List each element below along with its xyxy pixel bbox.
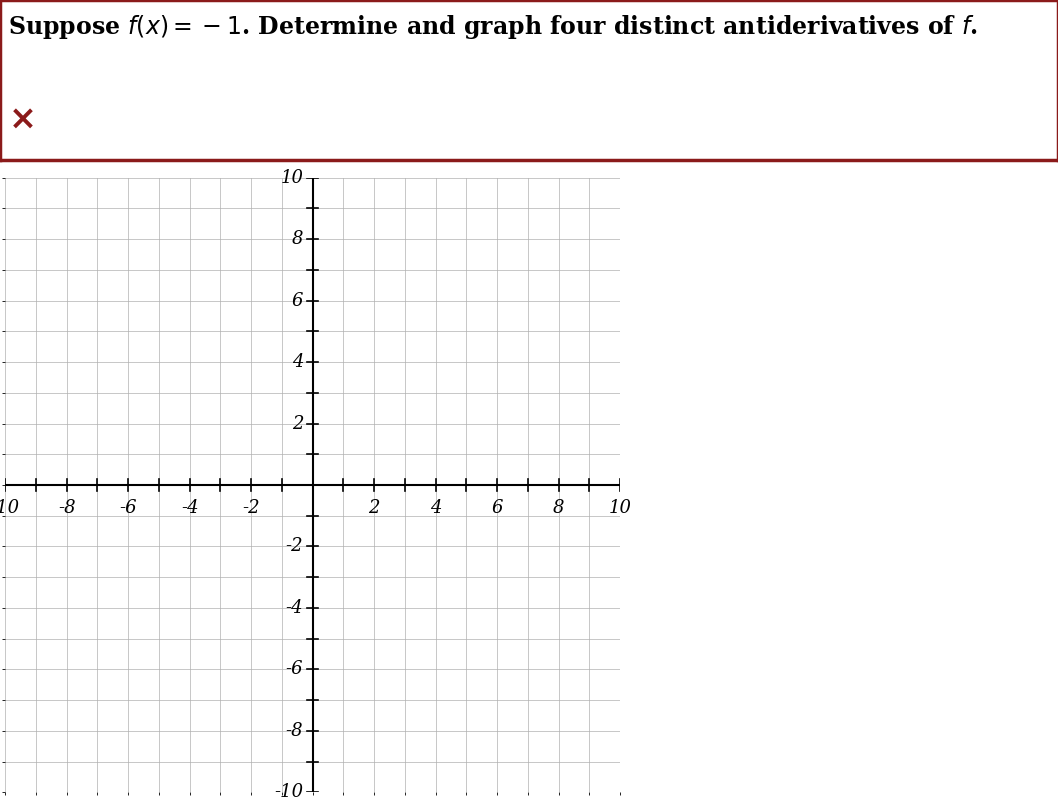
Text: -8: -8 (286, 722, 304, 740)
Text: 6: 6 (292, 292, 304, 309)
Text: Suppose $f(x) = -1$. Determine and graph four distinct antiderivatives of $f$.: Suppose $f(x) = -1$. Determine and graph… (8, 13, 979, 40)
Text: -2: -2 (242, 499, 260, 517)
Text: 8: 8 (552, 499, 564, 517)
Text: 8: 8 (292, 230, 304, 248)
Text: -10: -10 (0, 499, 20, 517)
Text: -4: -4 (181, 499, 199, 517)
Text: -6: -6 (120, 499, 138, 517)
Text: 4: 4 (292, 353, 304, 371)
Text: -6: -6 (286, 660, 304, 679)
Text: 10: 10 (280, 168, 304, 186)
Text: 2: 2 (368, 499, 380, 517)
Text: 10: 10 (608, 499, 632, 517)
Text: 4: 4 (430, 499, 441, 517)
Text: -8: -8 (58, 499, 75, 517)
Text: -2: -2 (286, 538, 304, 556)
Text: -4: -4 (286, 599, 304, 617)
Text: -10: -10 (274, 783, 304, 801)
Text: 6: 6 (491, 499, 503, 517)
Text: 2: 2 (292, 415, 304, 433)
Text: ×: × (8, 103, 36, 136)
